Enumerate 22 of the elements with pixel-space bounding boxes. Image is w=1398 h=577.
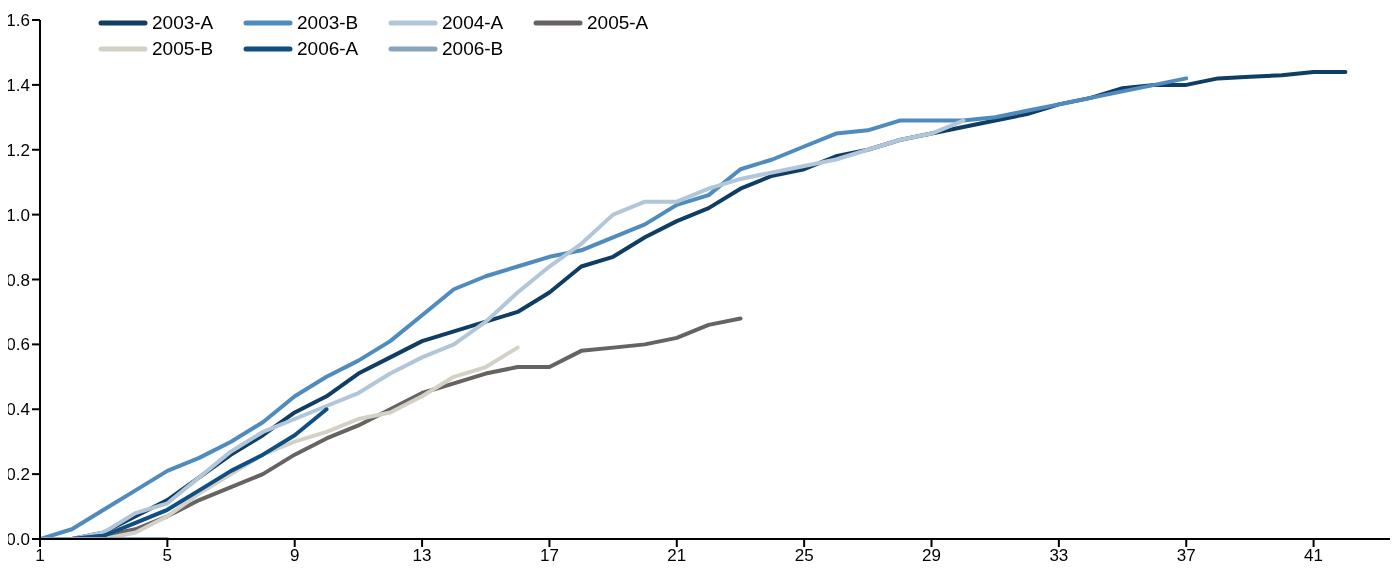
x-tick-label: 33: [1049, 546, 1069, 566]
y-tick-label: 1.0: [6, 205, 30, 225]
legend-label: 2005-A: [587, 12, 649, 34]
x-tick-label: 25: [794, 546, 814, 566]
x-tick-label: 37: [1176, 546, 1196, 566]
y-tick-label: 1.2: [6, 140, 30, 160]
x-tick-label: 1: [35, 546, 45, 566]
x-tick-label: 13: [412, 546, 432, 566]
x-tick-label: 5: [162, 546, 173, 566]
legend-label: 2003-B: [297, 12, 359, 34]
x-tick-label: 41: [1304, 546, 1324, 566]
y-tick-label: 1.6: [6, 11, 30, 31]
legend-label: 2006-B: [442, 38, 504, 60]
x-tick-label: 29: [922, 546, 941, 566]
legend-label: 2006-A: [297, 38, 359, 60]
legend-label: 2005-B: [152, 38, 214, 60]
x-tick-label: 21: [667, 546, 687, 566]
y-tick-label: 1.4: [6, 75, 30, 95]
x-tick-label: 9: [289, 546, 300, 566]
x-tick-label: 17: [539, 546, 559, 566]
legend-label: 2003-A: [152, 12, 214, 34]
legend-label: 2004-A: [442, 12, 504, 34]
